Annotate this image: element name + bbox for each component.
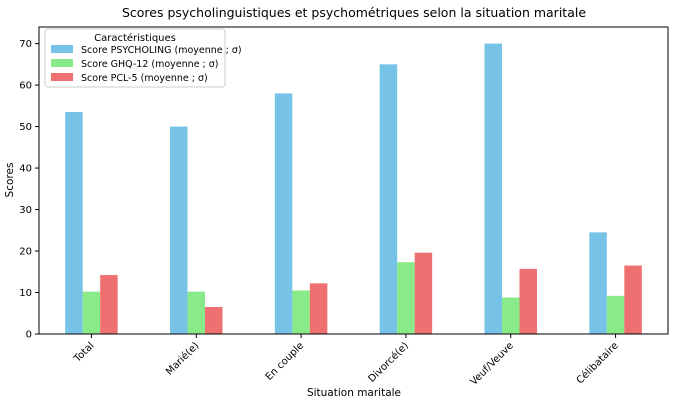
x-tick-label-1: Marié(e) [163, 340, 201, 378]
y-axis-title: Scores [4, 163, 16, 198]
legend-swatch-2 [51, 59, 73, 67]
bar-3-1 [100, 275, 118, 334]
legend-title: Caractéristiques [94, 32, 176, 44]
bar-3-4 [414, 252, 433, 334]
y-tick-label-4: 40 [19, 164, 32, 175]
bar-1-3 [274, 93, 293, 334]
bar-2-5 [502, 297, 520, 334]
y-tick-label-0: 0 [26, 330, 32, 341]
legend-label-2: Score GHQ-12 (moyenne ; σ) [81, 59, 219, 70]
bar-3-6 [624, 265, 642, 334]
bar-3-3 [309, 283, 328, 334]
y-tick-label-6: 60 [19, 81, 32, 92]
bar-1-6 [589, 232, 607, 334]
plot-frame [38, 26, 669, 335]
bar-2-2 [187, 291, 205, 334]
y-tick-label-3: 30 [19, 205, 32, 216]
bar-1-4 [379, 64, 398, 335]
legend-swatch-3 [51, 73, 73, 81]
legend-box [44, 28, 226, 88]
x-axis-title: Situation maritale [307, 387, 401, 399]
x-tick-label-0: Total [72, 340, 97, 365]
y-axis: 0 10 20 30 40 50 60 70 [19, 39, 39, 341]
bar-2-4 [397, 262, 415, 334]
y-tick-label-2: 20 [19, 247, 32, 258]
x-tick-label-3: Divorcé(e) [366, 340, 411, 385]
bar-2-1 [82, 291, 101, 334]
y-tick-label-7: 70 [19, 39, 32, 50]
bars-group [65, 43, 642, 335]
chart-title: Scores psycholinguistiques et psychométr… [122, 5, 586, 20]
legend-swatch-1 [51, 45, 73, 53]
x-tick-label-2: En couple [264, 340, 306, 382]
bar-3-5 [519, 268, 537, 334]
x-tick-label-5: Célibataire [574, 340, 621, 387]
bar-3-2 [205, 307, 223, 334]
legend-label-3: Score PCL-5 (moyenne ; σ) [81, 73, 208, 84]
y-tick-label-1: 10 [19, 288, 32, 299]
bar-1-5 [484, 43, 502, 334]
x-axis: Total Marié(e) En couple Divorcé(e) Veuf/Veu… [72, 334, 621, 388]
bar-2-6 [606, 295, 625, 334]
legend: Caractéristiques Score PSYCHOLING (moyen… [44, 28, 242, 88]
bar-1-2 [170, 126, 188, 334]
y-tick-label-5: 50 [19, 122, 32, 133]
bar-1-1 [65, 112, 83, 334]
legend-label-1: Score PSYCHOLING (moyenne ; σ) [81, 45, 242, 56]
x-tick-label-4: Veuf/Veuve [468, 340, 515, 387]
bar-2-3 [292, 290, 310, 334]
